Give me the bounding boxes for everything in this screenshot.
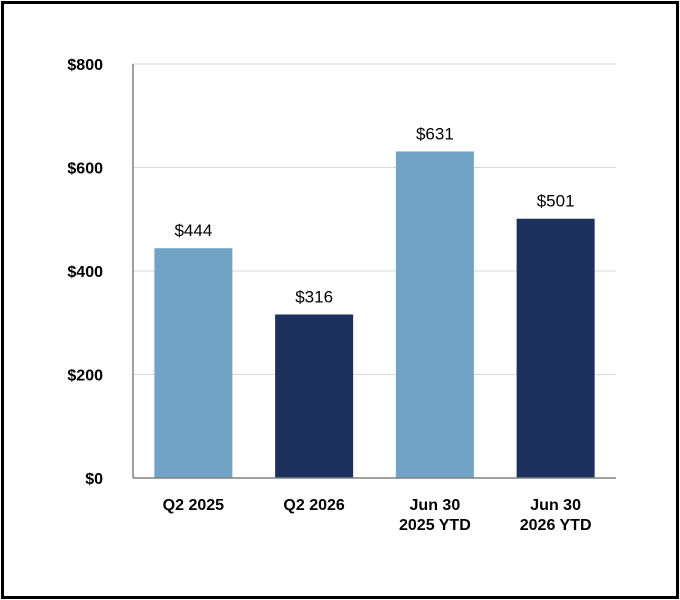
x-category-label: Q2 2025 bbox=[163, 497, 224, 514]
data-label: $501 bbox=[537, 192, 575, 211]
bar bbox=[395, 151, 474, 478]
y-tick-label: $600 bbox=[67, 161, 103, 178]
data-label: $316 bbox=[295, 287, 333, 306]
x-category-label: Jun 30 2026 YTD bbox=[520, 497, 592, 534]
data-label: $631 bbox=[416, 124, 454, 143]
x-category-label-line: Jun 30 bbox=[530, 497, 581, 514]
bar bbox=[275, 314, 354, 478]
x-category-label: Q2 2026 bbox=[283, 497, 344, 514]
y-tick-labels: $0 $200 $400 $600 $800 bbox=[67, 57, 103, 488]
x-category-label: Jun 30 2025 YTD bbox=[399, 497, 471, 534]
y-tick-label: $200 bbox=[67, 368, 103, 385]
y-tick-label: $400 bbox=[67, 264, 103, 281]
x-category-label-line: Q2 2026 bbox=[283, 497, 344, 514]
bar bbox=[516, 218, 595, 479]
x-category-label-line: 2025 YTD bbox=[399, 517, 471, 534]
bars bbox=[154, 151, 595, 479]
x-category-label-line: Q2 2025 bbox=[163, 497, 224, 514]
y-tick-label: $0 bbox=[85, 471, 103, 488]
x-category-labels: Q2 2025 Q2 2026 Jun 30 2025 YTD Jun 30 2026 Y… bbox=[163, 497, 592, 534]
axes bbox=[132, 64, 616, 479]
data-label: $444 bbox=[174, 221, 212, 240]
data-labels: $444 $316 $631 $501 bbox=[174, 124, 574, 306]
bar bbox=[154, 248, 233, 478]
x-category-label-line: Jun 30 bbox=[410, 497, 461, 514]
y-tick-label: $800 bbox=[67, 57, 103, 74]
x-category-label-line: 2026 YTD bbox=[520, 517, 592, 534]
